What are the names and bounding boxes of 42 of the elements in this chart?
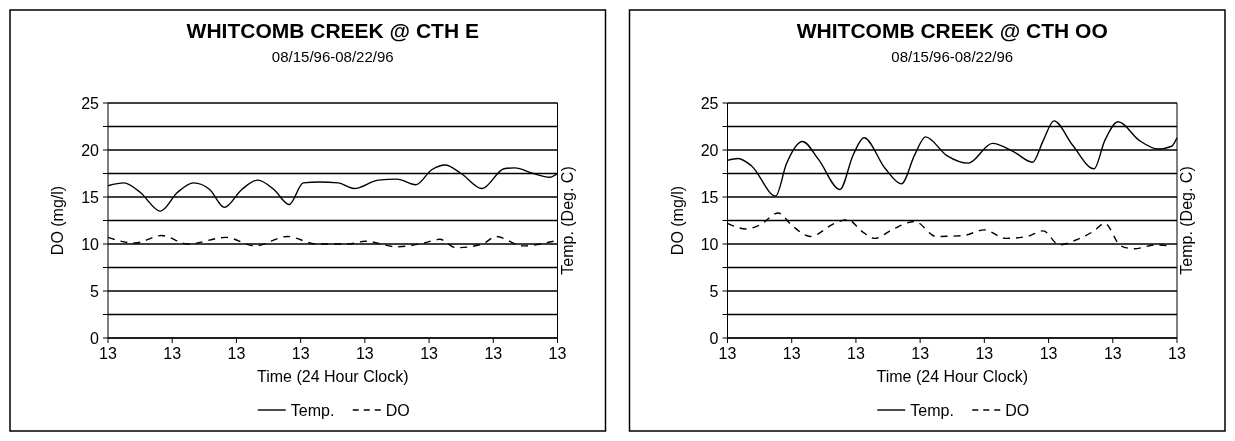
- y-axis-title: DO (mg/l): [49, 185, 66, 256]
- y-tick-label: 20: [700, 141, 719, 159]
- x-tick-label: 13: [975, 345, 994, 362]
- x-tick-label: 13: [782, 345, 801, 362]
- x-tick-label: 13: [911, 345, 930, 362]
- x-tick-label: 13: [99, 345, 117, 362]
- x-tick-label: 13: [548, 345, 567, 362]
- y-tick-label: 5: [90, 282, 100, 300]
- x-axis-title: Time (24 Hour Clock): [876, 368, 1028, 385]
- x-tick-label: 13: [355, 345, 374, 362]
- chart-title: WHITCOMB CREEK @ CTH OO: [796, 19, 1108, 42]
- chart-title: WHITCOMB CREEK @ CTH E: [186, 19, 479, 42]
- chart-subtitle: 08/15/96-08/22/96: [271, 48, 394, 65]
- legend-label: Temp.: [910, 401, 954, 419]
- y2-axis-title: Temp. (Deg. C): [1178, 166, 1195, 275]
- y-tick-label: 15: [81, 188, 100, 206]
- x-tick-label: 13: [718, 345, 737, 362]
- legend-label: Temp.: [290, 401, 335, 419]
- x-tick-label: 13: [1039, 345, 1058, 362]
- legend-label: DO: [385, 401, 410, 419]
- x-tick-label: 13: [847, 345, 865, 362]
- y-axis-title: DO (mg/l): [668, 185, 686, 256]
- x-tick-label: 13: [1168, 345, 1186, 362]
- x-tick-label: 13: [1103, 345, 1122, 362]
- x-tick-label: 13: [163, 345, 182, 362]
- x-axis-title: Time (24 Hour Clock): [257, 368, 409, 385]
- legend-label: DO: [1005, 401, 1030, 419]
- y-tick-label: 5: [709, 282, 719, 300]
- y-tick-label: 25: [700, 94, 719, 112]
- y-tick-label: 25: [81, 94, 100, 112]
- chart-subtitle: 08/15/96-08/22/96: [891, 48, 1014, 65]
- x-tick-label: 13: [227, 345, 246, 362]
- x-tick-label: 13: [484, 345, 503, 362]
- y-tick-label: 15: [700, 188, 719, 206]
- x-tick-label: 13: [420, 345, 439, 362]
- y-tick-label: 20: [81, 141, 100, 159]
- y-tick-label: 10: [81, 235, 100, 253]
- y-tick-label: 0: [90, 329, 100, 347]
- x-tick-label: 13: [291, 345, 310, 362]
- y-tick-label: 10: [700, 235, 719, 253]
- y2-axis-title: Temp. (Deg. C): [558, 166, 576, 275]
- y-tick-label: 0: [709, 329, 719, 347]
